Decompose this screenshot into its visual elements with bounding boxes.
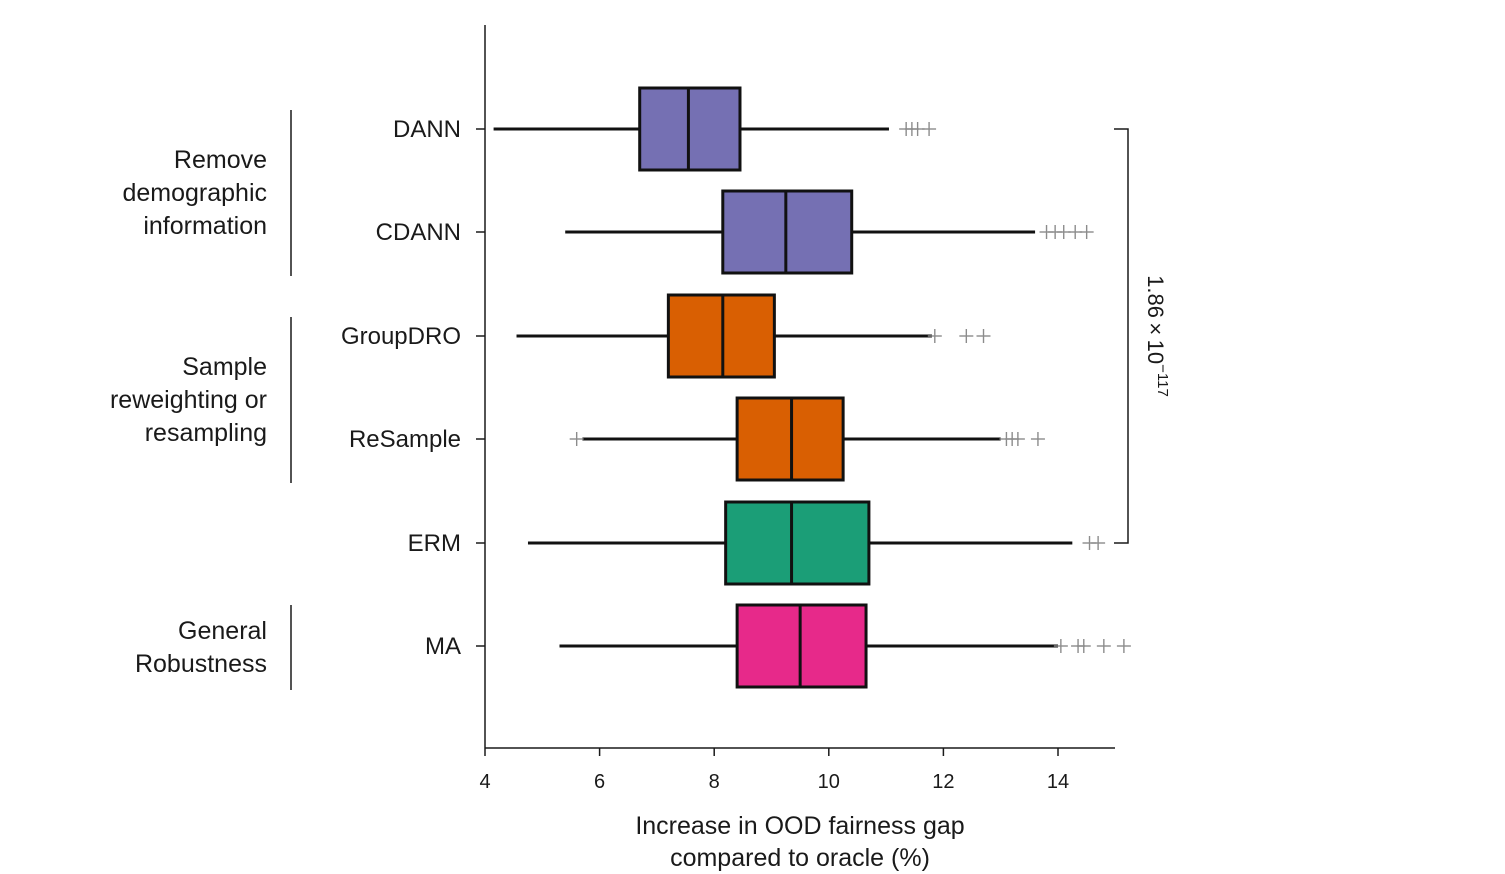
box-cdann — [565, 189, 1094, 275]
box-dann — [493, 86, 937, 172]
p-value-base: 1.86 × 10 — [1143, 275, 1168, 364]
x-axis-title: Increase in OOD fairness gap — [635, 812, 964, 840]
p-value-exponent: −117 — [1154, 364, 1171, 397]
x-tick-label: 10 — [818, 771, 840, 793]
category-label: ReSample — [349, 426, 461, 453]
axes: 4 6 8 10 12 14 Increase in OOD fairness gap com… — [476, 25, 1115, 872]
x-tick-label: 12 — [932, 771, 954, 793]
category-label: CDANN — [376, 219, 461, 246]
box-erm — [527, 500, 1106, 586]
group-annotations: Remove demographic information Sample reweig… — [110, 110, 292, 690]
outlier-point — [1053, 639, 1068, 653]
outlier-point — [976, 329, 991, 343]
category-label: ERM — [408, 530, 461, 557]
group-annotation: General Robustness — [135, 605, 292, 690]
outlier-point — [1010, 432, 1025, 446]
significance-annotation: 1.86 × 10−117 — [1114, 128, 1171, 544]
x-tick-label: 14 — [1047, 771, 1069, 793]
x-tick-label: 6 — [594, 771, 605, 793]
outlier-point — [1079, 225, 1094, 239]
group-label: resampling — [145, 419, 267, 447]
category-label: DANN — [393, 116, 461, 143]
group-label: information — [143, 212, 267, 240]
box-groupdro — [516, 293, 991, 379]
outlier-point — [1076, 639, 1091, 653]
x-tick-label: 8 — [709, 771, 720, 793]
p-value-label: 1.86 × 10−117 — [1143, 275, 1171, 397]
outlier-point — [927, 329, 942, 343]
outlier-point — [922, 122, 937, 136]
group-annotation: Remove demographic information — [122, 110, 292, 276]
group-label: demographic — [122, 179, 267, 207]
group-label: General — [178, 617, 267, 645]
x-axis-title: compared to oracle (%) — [670, 844, 930, 872]
outlier-point — [1091, 536, 1106, 550]
box-ma — [559, 603, 1131, 689]
group-annotation: Sample reweighting or resampling — [110, 317, 292, 483]
category-label: GroupDRO — [341, 323, 461, 350]
outlier-point — [1096, 639, 1111, 653]
outlier-point — [1030, 432, 1045, 446]
iqr-box — [724, 500, 871, 586]
group-label: Robustness — [135, 650, 267, 678]
category-labels: DANN CDANN GroupDRO ReSample ERM MA — [341, 116, 461, 660]
category-label: MA — [425, 633, 461, 660]
outlier-point — [1116, 639, 1131, 653]
box-series — [493, 86, 1131, 689]
group-label: Remove — [174, 146, 267, 174]
box-resample — [569, 396, 1045, 482]
group-label: Sample — [182, 353, 267, 381]
significance-bracket — [1114, 128, 1129, 544]
x-tick-label: 4 — [479, 771, 490, 793]
outlier-point — [569, 432, 584, 446]
group-label: reweighting or — [110, 386, 267, 414]
outlier-point — [959, 329, 974, 343]
